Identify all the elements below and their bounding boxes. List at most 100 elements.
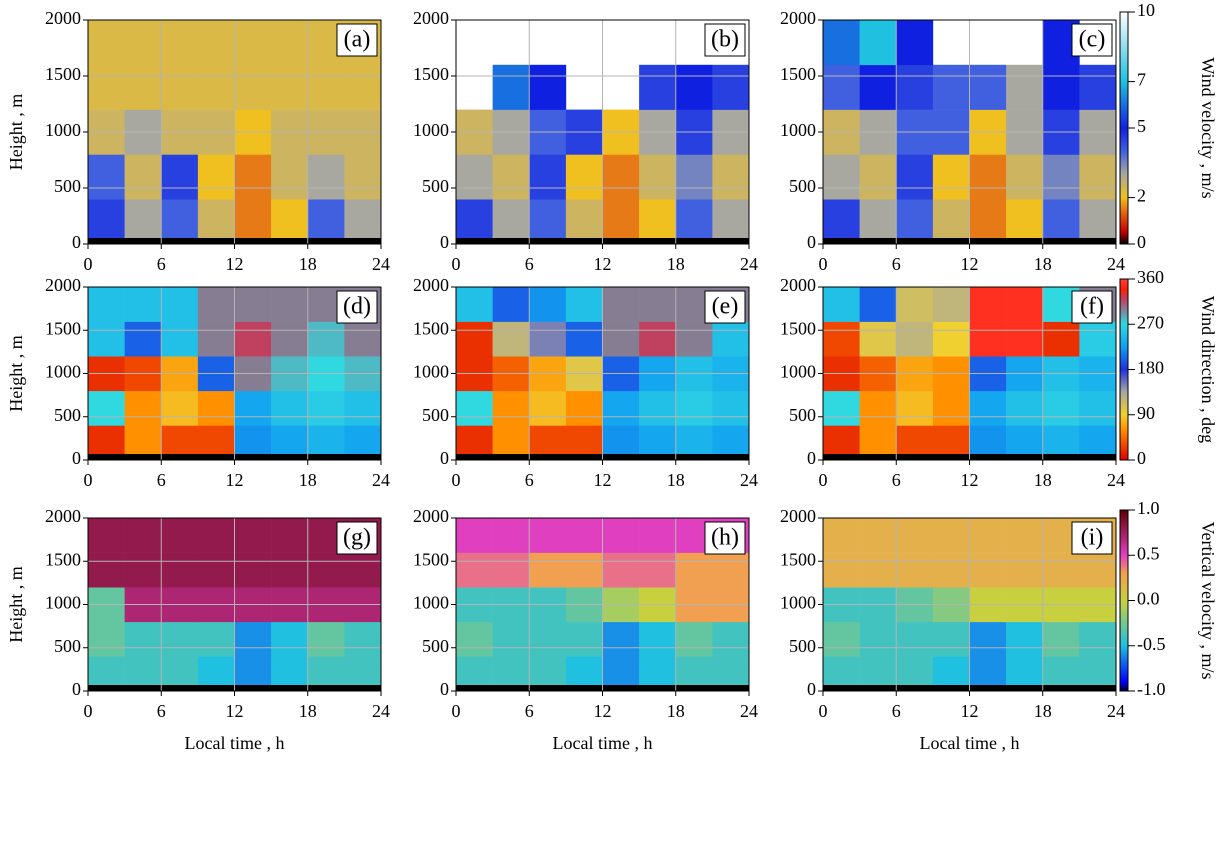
heat-cell: [602, 518, 640, 553]
y-tick-label: 500: [789, 405, 816, 425]
heat-cell: [197, 199, 235, 245]
heat-cell: [271, 199, 309, 245]
y-tick-label: 1000: [413, 120, 449, 140]
panel-label: (b): [711, 27, 739, 53]
heat-cell: [639, 64, 677, 110]
x-tick-label: 0: [84, 470, 93, 490]
heat-cell: [565, 621, 603, 657]
colorbar-tick-label: 0: [1137, 448, 1146, 468]
heat-cell: [234, 287, 272, 322]
heat-cell: [529, 552, 567, 588]
heat-cell: [823, 199, 860, 245]
panel-label-box: [1071, 23, 1113, 57]
heat-cell: [88, 390, 125, 426]
x-axis-label: Local time , h: [920, 733, 1020, 753]
heat-cell: [675, 552, 713, 588]
heat-cell: [823, 321, 860, 357]
y-tick-label: 500: [54, 176, 81, 196]
panel-label-box: [1071, 521, 1113, 555]
heat-cell: [1006, 518, 1044, 553]
x-tick-label: 0: [84, 254, 93, 274]
colorbar-tick-label: 0: [1137, 232, 1146, 252]
y-tick-label: 2000: [780, 8, 816, 28]
heat-cell: [197, 20, 235, 66]
heat-cell: [712, 552, 750, 588]
heat-cell: [1006, 64, 1044, 110]
heat-cell: [529, 621, 567, 657]
panel-label: (i): [1081, 525, 1104, 551]
heat-cell: [675, 390, 713, 426]
heat-cell: [88, 20, 125, 66]
heat-cell: [456, 518, 493, 553]
heat-cell: [492, 287, 530, 322]
colorbar-label: Vertical velocity , m/s: [1198, 522, 1218, 680]
heat-cell: [932, 518, 970, 553]
x-tick-label: 0: [452, 254, 461, 274]
y-tick-label: 1000: [780, 593, 816, 613]
colorbar-tick-label: 180: [1137, 358, 1164, 378]
x-tick-label: 24: [1107, 254, 1125, 274]
heat-cell: [565, 287, 603, 322]
heat-cell: [234, 621, 272, 657]
panel-label: (e): [712, 294, 739, 320]
heat-cell: [529, 287, 567, 322]
heat-cell: [124, 287, 162, 322]
x-tick-label: 24: [1107, 470, 1125, 490]
x-tick-label: 18: [299, 470, 317, 490]
heat-cell: [1006, 321, 1044, 357]
x-tick-label: 6: [892, 254, 901, 274]
heat-cell: [456, 321, 493, 357]
y-tick-label: 0: [807, 679, 816, 699]
x-tick-label: 24: [1107, 701, 1125, 721]
heat-cell: [271, 518, 309, 553]
heat-cell: [1079, 390, 1117, 426]
heat-cell: [896, 287, 934, 322]
heat-cell: [234, 552, 272, 588]
heat-cell: [639, 621, 677, 657]
heat-cell: [234, 154, 272, 200]
heat-cell: [197, 621, 235, 657]
heat-cell: [124, 552, 162, 588]
x-tick-label: 6: [892, 470, 901, 490]
heat-cell: [529, 154, 567, 200]
heat-cell: [1079, 199, 1117, 245]
heat-cell: [529, 64, 567, 110]
y-tick-label: 1500: [780, 64, 816, 84]
heat-cell: [307, 621, 345, 657]
heat-cell: [639, 287, 677, 322]
heat-cell: [675, 621, 713, 657]
y-tick-label: 1000: [45, 120, 81, 140]
heat-cell: [161, 154, 199, 200]
y-tick-label: 0: [807, 448, 816, 468]
heat-cell: [307, 154, 345, 200]
y-tick-label: 1500: [45, 549, 81, 569]
heat-cell: [456, 199, 493, 245]
heat-cell: [234, 199, 272, 245]
heat-cell: [124, 321, 162, 357]
heat-cell: [307, 390, 345, 426]
x-tick-label: 0: [819, 254, 828, 274]
panel-label: (g): [343, 525, 371, 551]
heat-cell: [859, 20, 897, 66]
heat-cell: [124, 199, 162, 245]
y-tick-label: 1500: [413, 549, 449, 569]
y-axis-label: Height , m: [6, 335, 26, 412]
y-tick-label: 1000: [45, 593, 81, 613]
heat-cell: [161, 621, 199, 657]
heat-cell: [932, 199, 970, 245]
plot-frame: [87, 19, 382, 245]
heat-cell: [271, 621, 309, 657]
colorbar-tick-label: 270: [1137, 312, 1164, 332]
heat-cell: [932, 621, 970, 657]
heat-cell: [859, 154, 897, 200]
heat-cell: [492, 199, 530, 245]
x-tick-label: 24: [372, 701, 390, 721]
colorbar-tick-label: -1.0: [1137, 679, 1166, 699]
heat-cell: [124, 390, 162, 426]
heat-cell: [896, 154, 934, 200]
x-tick-label: 12: [226, 470, 244, 490]
colorbar-tick-label: 2: [1137, 186, 1146, 206]
heat-cell: [602, 287, 640, 322]
heat-cell: [1042, 199, 1080, 245]
x-tick-label: 12: [961, 701, 979, 721]
